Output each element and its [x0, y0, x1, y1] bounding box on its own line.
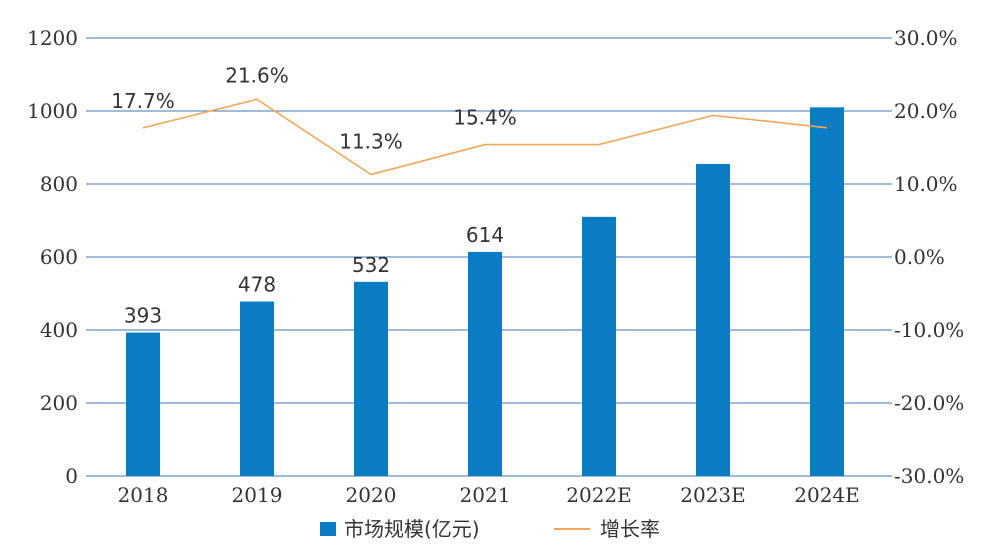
- growth-rate-value-label: 11.3%: [339, 130, 403, 154]
- right-y-tick-label: -10.0%: [894, 318, 964, 342]
- right-y-tick-label: -30.0%: [894, 464, 964, 488]
- bar-2024E: [810, 107, 844, 476]
- legend-label-line: 增长率: [600, 517, 660, 541]
- left-y-tick-label: 1200: [27, 26, 78, 50]
- growth-rate-line: [142, 98, 828, 176]
- bar-value-label: 393: [124, 304, 162, 328]
- bar-value-label: 614: [466, 223, 504, 247]
- growth-rate-value-label: 15.4%: [453, 106, 517, 130]
- left-y-axis: 0 200 400 600 800 1000 1200: [27, 26, 78, 488]
- right-y-tick-label: 0.0%: [894, 245, 945, 269]
- x-tick-label: 2022E: [566, 483, 632, 507]
- growth-rate-value-label: 21.6%: [225, 63, 289, 87]
- growth-rate-value-label: 17.7%: [111, 89, 175, 113]
- right-y-tick-label: -20.0%: [894, 391, 964, 415]
- legend-swatch-bar: [320, 522, 336, 536]
- x-tick-label: 2020: [346, 483, 397, 507]
- right-y-tick-label: 20.0%: [894, 99, 958, 123]
- right-y-axis: -30.0% -20.0% -10.0% 0.0% 10.0% 20.0% 30.0%: [894, 26, 964, 488]
- left-y-tick-label: 0: [65, 464, 78, 488]
- data-labels: 393 478 532 614 17.7% 21.6% 11.3% 15.4%: [111, 63, 517, 327]
- x-tick-label: 2018: [118, 483, 169, 507]
- x-tick-label: 2023E: [680, 483, 746, 507]
- left-y-tick-label: 1000: [27, 99, 78, 123]
- left-y-tick-label: 400: [40, 318, 78, 342]
- x-axis: 2018 2019 2020 2021 2022E 2023E 2024E: [118, 483, 860, 507]
- x-tick-label: 2024E: [794, 483, 860, 507]
- right-y-tick-label: 30.0%: [894, 26, 958, 50]
- x-tick-label: 2019: [232, 483, 283, 507]
- bar-2023E: [696, 163, 730, 477]
- bar-2019: [240, 301, 274, 476]
- bar-2021: [468, 251, 502, 476]
- legend-label-bar: 市场规模(亿元): [344, 517, 480, 541]
- x-tick-label: 2021: [460, 483, 511, 507]
- bar-2022E: [582, 216, 616, 476]
- left-y-tick-label: 800: [40, 172, 78, 196]
- bar-2020: [354, 281, 388, 476]
- line-series: [142, 98, 828, 176]
- bar-value-label: 478: [238, 273, 276, 297]
- right-y-tick-label: 10.0%: [894, 172, 958, 196]
- left-y-tick-label: 600: [40, 245, 78, 269]
- left-y-tick-label: 200: [40, 391, 78, 415]
- bar-series: [126, 107, 844, 477]
- legend: 市场规模(亿元) 增长率: [320, 517, 660, 541]
- bar-value-label: 532: [352, 253, 390, 277]
- bar-2018: [126, 332, 160, 476]
